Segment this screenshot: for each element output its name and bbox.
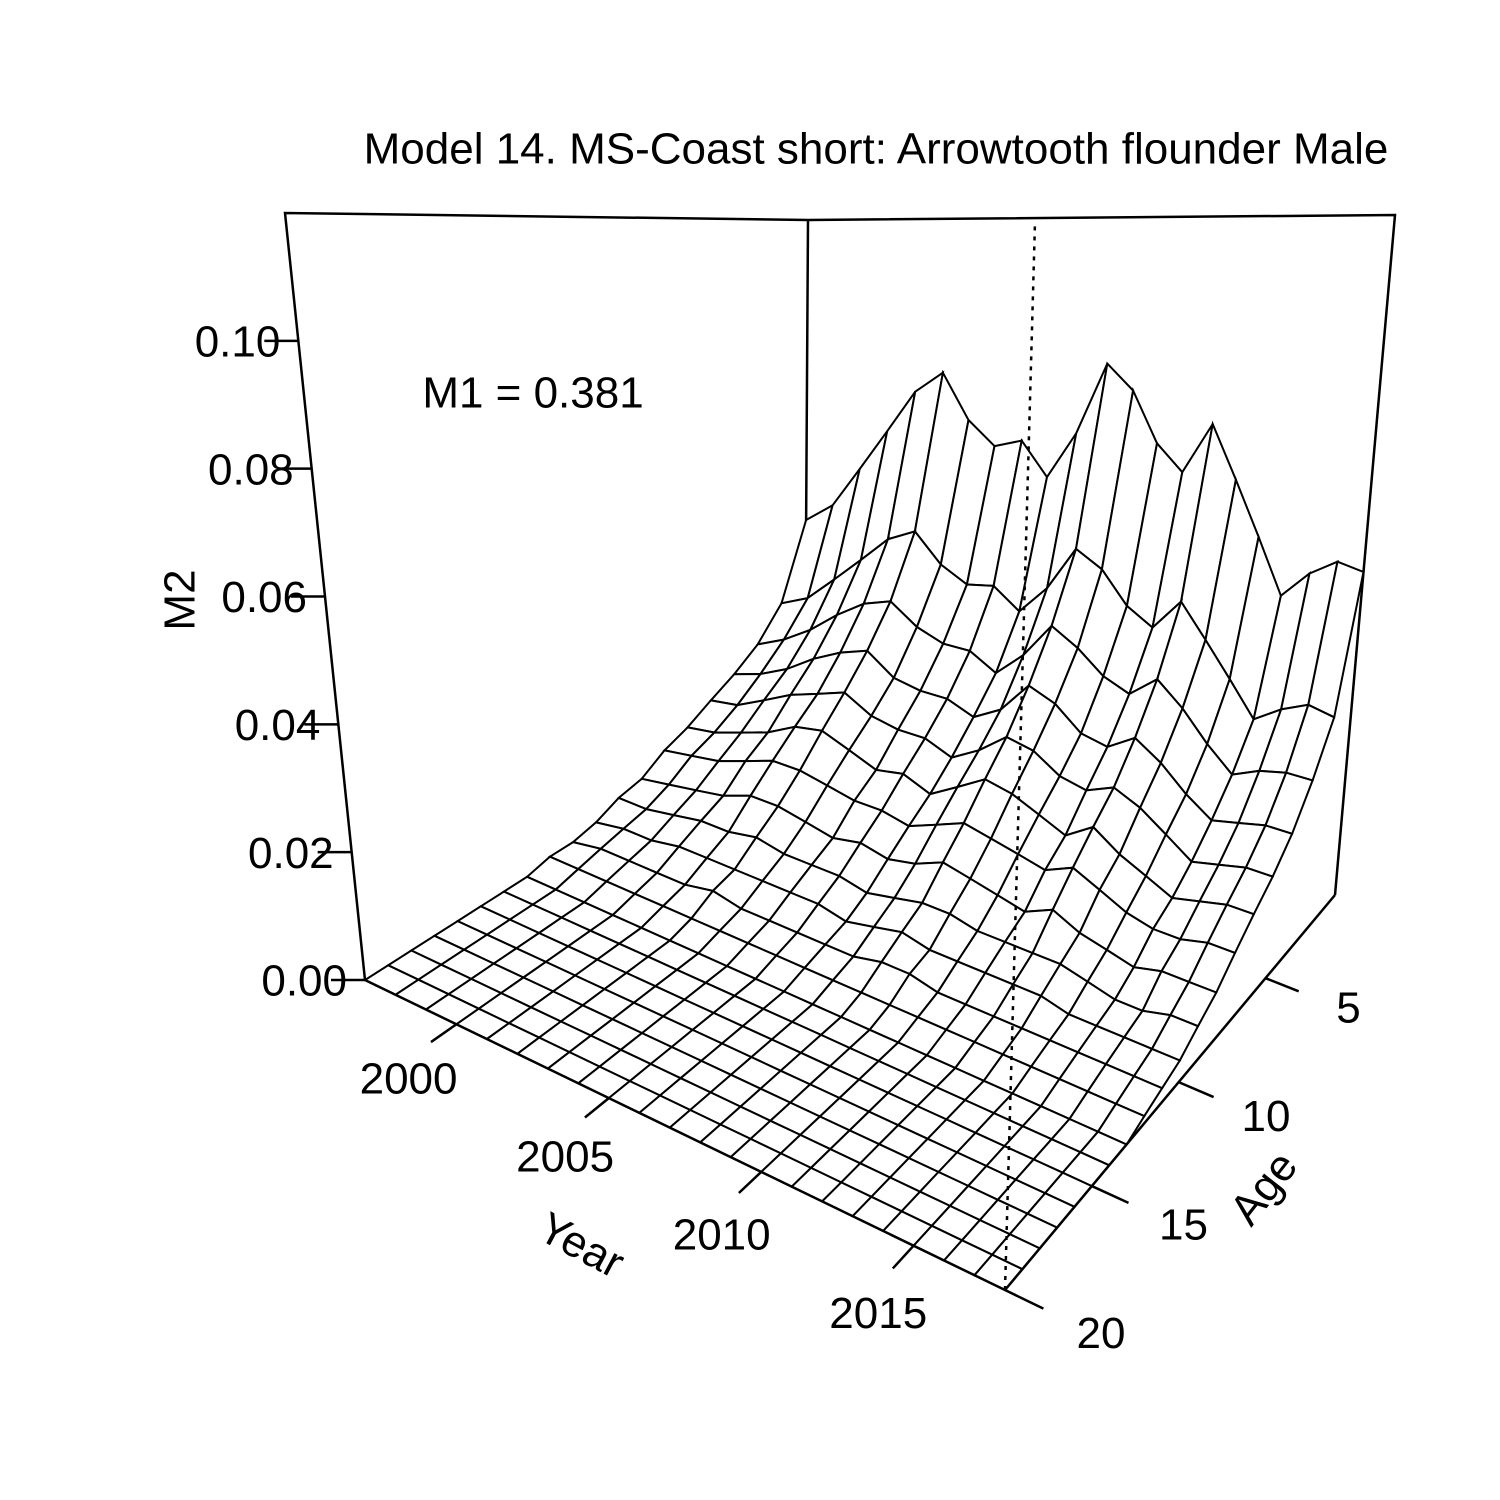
x-tick-label: 2015 xyxy=(829,1289,927,1338)
x-axis-line xyxy=(364,978,1006,1292)
x-tick xyxy=(738,1170,763,1194)
x-tick-label: 2010 xyxy=(673,1211,771,1260)
z-tick-label: 0.06 xyxy=(221,573,307,622)
z-tick-label: 0.02 xyxy=(248,829,334,878)
z-tick-label: 0.04 xyxy=(235,701,321,750)
chart-title: Model 14. MS-Coast short: Arrowtooth flo… xyxy=(364,125,1389,174)
y-tick xyxy=(1004,1288,1044,1310)
y-tick-label: 20 xyxy=(1077,1309,1126,1358)
z-tick-label: 0.00 xyxy=(261,957,347,1006)
box-edge-hidden xyxy=(1003,221,1037,1291)
x-tick-label: 2000 xyxy=(360,1054,458,1103)
y-tick xyxy=(1265,976,1300,993)
x-tick xyxy=(430,1023,458,1044)
x-tick xyxy=(891,1244,915,1270)
z-tick-label: 0.10 xyxy=(195,317,281,366)
y-tick xyxy=(1091,1184,1130,1204)
annotation: M1 = 0.381 xyxy=(422,369,643,418)
y-tick-label: 15 xyxy=(1159,1201,1208,1250)
z-tick-label: 0.08 xyxy=(208,445,294,494)
x-tick xyxy=(584,1097,610,1119)
y-tick-label: 5 xyxy=(1336,984,1360,1033)
y-axis-line xyxy=(1004,894,1336,1291)
y-tick-label: 10 xyxy=(1242,1092,1291,1141)
x-tick-label: 2005 xyxy=(516,1133,614,1182)
y-tick xyxy=(1178,1080,1215,1099)
z-axis-label: M2 xyxy=(156,569,205,630)
